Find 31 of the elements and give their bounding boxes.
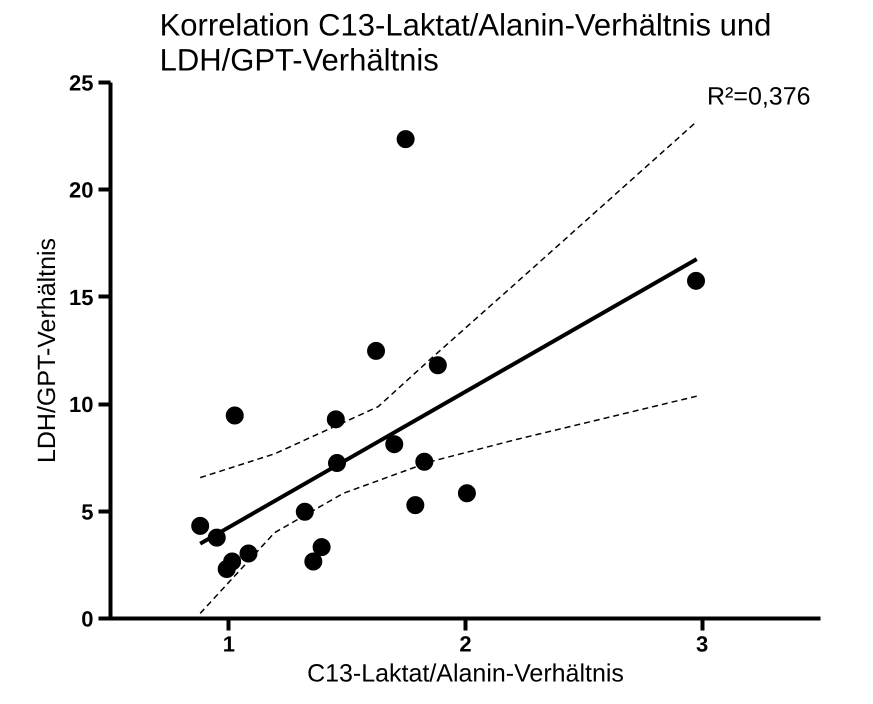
point	[312, 538, 331, 556]
y-tick-label: 0	[81, 606, 94, 632]
y-tick-label: 25	[69, 70, 94, 96]
point	[239, 544, 258, 563]
x-tick-label: 1	[222, 632, 235, 656]
line-series	[199, 395, 698, 614]
y-tick-label: 20	[69, 178, 94, 203]
point	[406, 496, 424, 514]
point	[223, 552, 242, 570]
x-axis-title: C13-Laktat/Alanin-Verhältnis	[307, 660, 624, 688]
y-axis-title: LDH/GPT-Verhältnis	[33, 238, 62, 464]
x-tick-label: 2	[459, 632, 472, 656]
line-series	[199, 120, 698, 478]
point	[296, 502, 314, 521]
point	[428, 356, 447, 374]
point	[304, 552, 322, 570]
point	[415, 452, 434, 471]
point	[226, 406, 244, 424]
x-tick-label: 3	[696, 632, 708, 656]
point	[396, 130, 415, 148]
point	[458, 484, 476, 502]
y-tick-label: 15	[69, 284, 94, 310]
chart-title: Korrelation C13-Laktat/Alanin-Verhältnis und LDH/GPT-Verhältnis	[160, 8, 772, 78]
point	[385, 435, 404, 454]
point	[191, 516, 210, 535]
annotation: R²=0,376	[706, 82, 811, 110]
y-tick-label: 5	[81, 499, 94, 524]
point	[367, 342, 386, 360]
y-tick-label: 10	[69, 392, 94, 418]
point	[687, 272, 706, 290]
point	[326, 410, 345, 428]
